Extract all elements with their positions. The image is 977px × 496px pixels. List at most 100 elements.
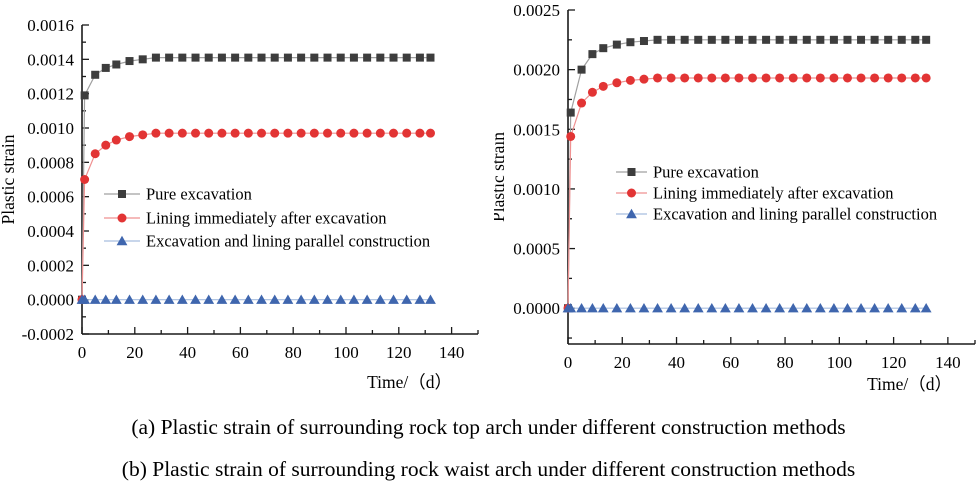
- legend-square-marker: [118, 190, 126, 198]
- square-marker: [165, 53, 174, 62]
- circle-marker: [734, 73, 744, 83]
- legend-triangle-marker: [116, 235, 128, 246]
- square-marker: [639, 37, 648, 46]
- triangle-marker: [295, 294, 307, 304]
- legend-item-pure-excavation: Pure excavation: [616, 163, 759, 182]
- circle-marker: [204, 128, 214, 138]
- legend-item-lining-immediately-after-excavation: Lining immediately after excavation: [616, 184, 894, 203]
- legend-square-marker: [627, 168, 636, 176]
- axes: [567, 10, 975, 345]
- circle-marker: [870, 73, 880, 83]
- triangle-marker: [842, 303, 853, 313]
- legend-label: Lining immediately after excavation: [653, 184, 894, 203]
- triangle-marker: [679, 303, 691, 313]
- circle-marker: [349, 128, 359, 138]
- legend-circle-marker: [117, 213, 127, 223]
- square-marker: [802, 35, 811, 44]
- circle-marker: [815, 73, 825, 83]
- square-marker: [91, 70, 100, 79]
- square-marker: [612, 40, 621, 49]
- circle-marker: [612, 78, 622, 88]
- triangle-marker: [322, 294, 333, 304]
- triangle-marker: [335, 294, 347, 304]
- circle-marker: [842, 73, 852, 83]
- square-marker: [762, 35, 771, 44]
- axes: [81, 25, 478, 335]
- circle-marker: [720, 73, 730, 83]
- circle-marker: [243, 128, 253, 138]
- triangle-marker: [747, 303, 758, 313]
- square-marker: [426, 53, 435, 62]
- series-markers-pure-excavation: [78, 53, 435, 304]
- svg-text:0.0015: 0.0015: [513, 120, 560, 139]
- square-marker: [748, 35, 757, 44]
- square-marker: [816, 35, 825, 44]
- triangle-marker: [229, 294, 241, 304]
- circle-marker: [577, 98, 587, 108]
- legend-item-excavation-and-lining-parallel-construction: Excavation and lining parallel construct…: [104, 232, 430, 251]
- svg-text:-0.0002: -0.0002: [22, 325, 74, 344]
- triangle-marker: [565, 303, 577, 313]
- square-marker: [911, 35, 920, 44]
- square-marker: [323, 53, 332, 62]
- circle-marker: [566, 131, 576, 141]
- square-marker: [402, 53, 411, 62]
- triangle-marker: [665, 303, 677, 313]
- circle-marker: [257, 128, 267, 138]
- square-marker: [217, 53, 226, 62]
- triangle-marker: [597, 303, 609, 313]
- triangle-marker: [163, 294, 175, 304]
- y-axis-label: Plastic strain: [0, 134, 18, 224]
- square-marker: [707, 35, 716, 44]
- square-marker: [178, 53, 187, 62]
- square-marker: [626, 38, 635, 47]
- svg-text:0.0004: 0.0004: [27, 222, 74, 241]
- square-marker: [283, 53, 292, 62]
- svg-text:80: 80: [777, 353, 794, 372]
- square-marker: [566, 108, 575, 117]
- x-tick-labels: 0 20 40 60 80 100 120 140: [78, 343, 465, 362]
- square-marker: [680, 35, 689, 44]
- square-marker: [667, 35, 676, 44]
- circle-marker: [415, 128, 425, 138]
- circle-marker: [283, 128, 293, 138]
- triangle-marker: [625, 303, 636, 313]
- square-marker: [297, 53, 306, 62]
- square-marker: [270, 53, 279, 62]
- circle-marker: [80, 175, 90, 184]
- square-marker: [349, 53, 358, 62]
- legend-item-lining-immediately-after-excavation: Lining immediately after excavation: [104, 209, 387, 228]
- legend: Pure excavation Lining immediately after …: [104, 185, 430, 251]
- triangle-marker: [110, 294, 122, 304]
- axis-ticks: [81, 24, 479, 335]
- series-markers-excavation-and-lining-parallel-construction: [562, 303, 932, 313]
- circle-marker: [402, 128, 412, 138]
- triangle-marker: [348, 294, 360, 304]
- circle-marker: [151, 128, 161, 138]
- triangle-marker: [733, 303, 745, 313]
- svg-text:100: 100: [827, 353, 853, 372]
- square-marker: [231, 53, 240, 62]
- series-markers-excavation-and-lining-parallel-construction: [76, 294, 436, 304]
- square-marker: [363, 53, 372, 62]
- square-marker: [112, 60, 121, 69]
- square-marker: [789, 35, 798, 44]
- x-tick-labels: 0 20 40 60 80 100 120 140: [564, 353, 961, 372]
- svg-text:0.0014: 0.0014: [27, 50, 74, 69]
- triangle-marker: [882, 303, 894, 313]
- circle-marker: [362, 128, 372, 138]
- circle-marker: [389, 128, 399, 138]
- circle-marker: [309, 128, 319, 138]
- circle-marker: [296, 128, 306, 138]
- chart-panel-waist-arch: 0 20 40 60 80 100 120 140 0.0000 0.0005 0.0010 0.00…: [494, 0, 977, 400]
- circle-marker: [587, 87, 597, 97]
- circle-marker: [138, 130, 148, 140]
- triangle-marker: [374, 294, 386, 304]
- legend-label: Excavation and lining parallel construct…: [653, 205, 937, 224]
- triangle-marker: [719, 303, 731, 313]
- triangle-marker: [150, 294, 162, 304]
- circle-marker: [191, 128, 201, 138]
- svg-text:0.0025: 0.0025: [513, 1, 560, 20]
- triangle-marker: [282, 294, 294, 304]
